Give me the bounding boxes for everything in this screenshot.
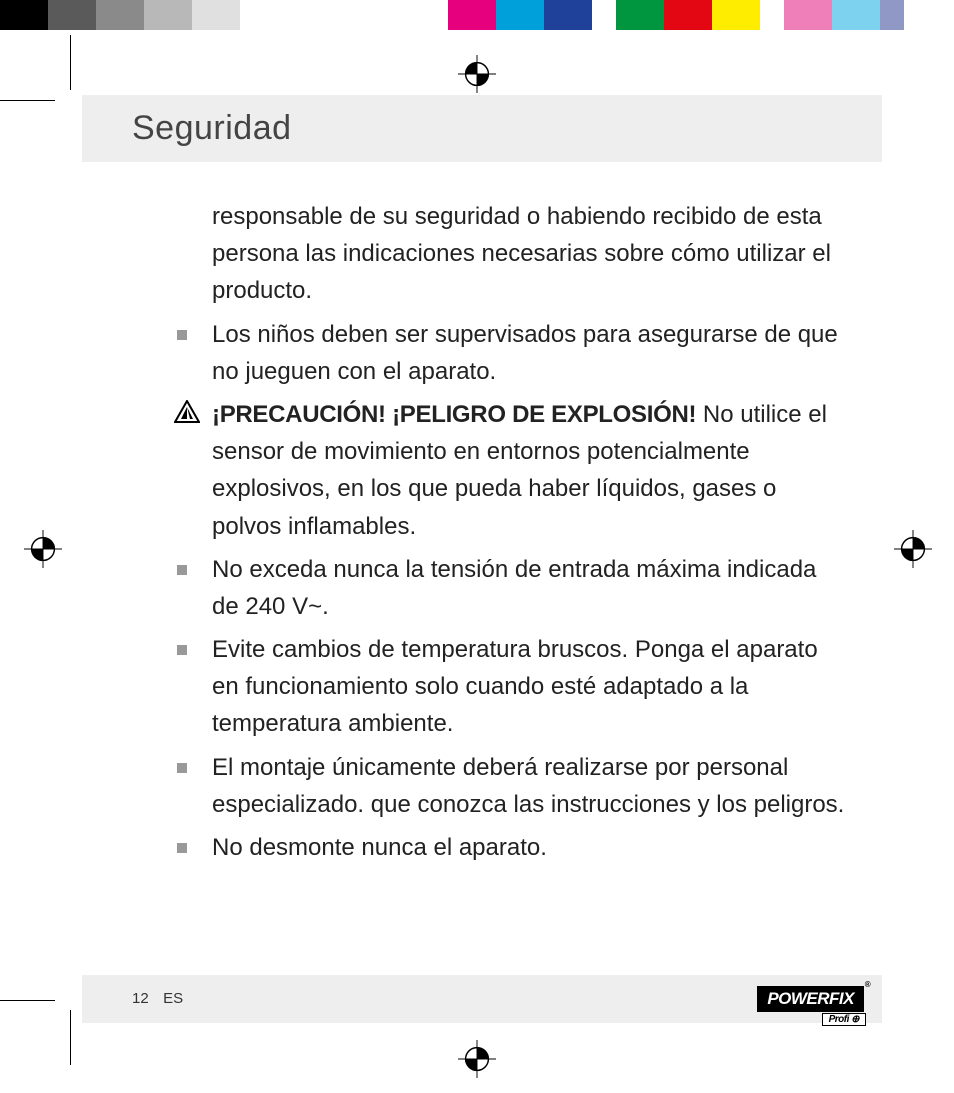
color-swatch [288, 0, 448, 30]
color-swatch [760, 0, 784, 30]
color-swatch [448, 0, 496, 30]
color-swatch [96, 0, 144, 30]
bullet-item: No exceda nunca la tensión de entrada má… [212, 551, 847, 625]
bullet-item: No desmonte nunca el aparato. [212, 829, 847, 866]
registration-mark-right [894, 530, 932, 568]
color-swatch [544, 0, 592, 30]
color-swatch [664, 0, 712, 30]
warning-triangle-icon [174, 398, 200, 422]
brand-logo: POWERFIX ® Profi ⊕ [757, 986, 864, 1012]
brand-subtitle: Profi ⊕ [822, 1013, 866, 1026]
warning-item: ¡PRECAUCIÓN! ¡PELIGRO DE EXPLOSIÓN! No u… [212, 396, 847, 545]
section-header: Seguridad [82, 95, 882, 162]
warning-label: ¡PRECAUCIÓN! ¡PELIGRO DE EXPLOSIÓN! [212, 401, 696, 428]
page-content: Seguridad responsable de su seguridad o … [82, 95, 882, 995]
color-calibration-bar [0, 0, 954, 30]
page-footer: 12 ES POWERFIX ® Profi ⊕ [82, 975, 882, 1023]
color-swatch [48, 0, 96, 30]
crop-mark [0, 100, 55, 101]
color-swatch [240, 0, 288, 30]
section-title: Seguridad [132, 109, 882, 148]
color-swatch [880, 0, 904, 30]
color-swatch [144, 0, 192, 30]
color-swatch [592, 0, 616, 30]
body-text: responsable de su seguridad o habiendo r… [82, 198, 882, 866]
color-swatch [192, 0, 240, 30]
color-swatch [0, 0, 48, 30]
page-indicator: 12 ES [132, 990, 183, 1008]
crop-mark [70, 35, 71, 90]
page-number: 12 [132, 990, 149, 1007]
bullet-item: Los niños deben ser supervisados para as… [212, 316, 847, 390]
bullet-item: El montaje únicamente deberá realizarse … [212, 749, 847, 823]
color-swatch [832, 0, 880, 30]
crop-mark [0, 1000, 55, 1001]
color-swatch [496, 0, 544, 30]
paragraph: responsable de su seguridad o habiendo r… [212, 198, 847, 310]
registered-mark: ® [865, 980, 870, 989]
brand-name: POWERFIX [767, 989, 854, 1008]
registration-mark-left [24, 530, 62, 568]
bullet-item: Evite cambios de temperatura bruscos. Po… [212, 631, 847, 743]
color-swatch [712, 0, 760, 30]
color-swatch [616, 0, 664, 30]
crop-mark [70, 1010, 71, 1065]
registration-mark-top [458, 55, 496, 93]
registration-mark-bottom [458, 1040, 496, 1078]
page-language: ES [163, 990, 183, 1007]
color-swatch [784, 0, 832, 30]
